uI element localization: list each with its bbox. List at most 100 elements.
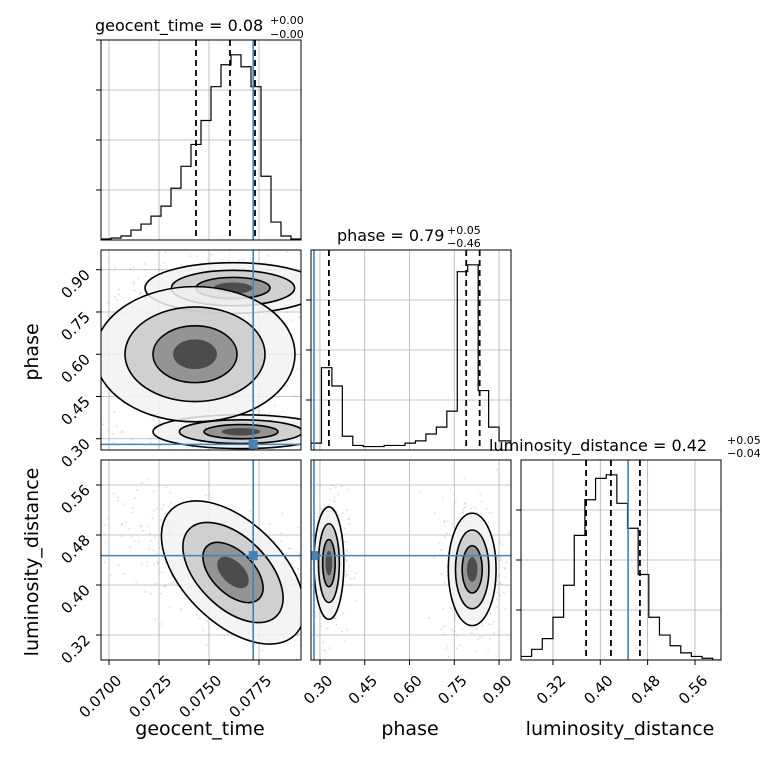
scatter-point	[184, 597, 186, 600]
scatter-point	[131, 511, 134, 514]
scatter-point	[474, 628, 477, 631]
scatter-point	[208, 493, 211, 495]
scatter-point	[463, 503, 466, 505]
scatter-point	[113, 411, 116, 413]
scatter-point	[454, 618, 456, 621]
scatter-point	[297, 551, 299, 553]
scatter-point	[286, 311, 288, 314]
scatter-point	[171, 576, 173, 579]
scatter-point	[333, 496, 336, 499]
scatter-point	[503, 567, 506, 570]
contour-phase_vs_geocent_time-1-1	[178, 419, 301, 445]
density-luminosity_distance_vs_phase-0-3	[325, 550, 333, 576]
scatter-point	[341, 630, 343, 633]
scatter-point	[186, 447, 189, 449]
scatter-point	[142, 529, 145, 532]
scatter-point	[487, 623, 490, 626]
scatter-point	[280, 532, 282, 535]
scatter-point	[162, 585, 165, 588]
scatter-point	[293, 395, 296, 398]
scatter-point	[281, 512, 284, 515]
scatter-point	[152, 563, 155, 566]
scatter-point	[297, 556, 300, 558]
scatter-point	[456, 634, 459, 637]
scatter-point	[500, 583, 503, 586]
scatter-point	[115, 298, 118, 301]
scatter-point	[481, 636, 483, 639]
scatter-point	[444, 624, 447, 627]
scatter-point	[154, 582, 157, 585]
scatter-point	[132, 282, 135, 285]
scatter-point	[159, 546, 161, 548]
scatter-point	[158, 542, 160, 545]
scatter-point	[114, 266, 116, 269]
scatter-point	[205, 494, 207, 497]
scatter-point	[340, 485, 343, 488]
scatter-point	[463, 477, 466, 480]
scatter-point	[323, 504, 326, 507]
scatter-point	[441, 496, 444, 499]
scatter-point	[492, 620, 495, 623]
scatter-point	[498, 630, 501, 633]
scatter-point	[119, 431, 122, 434]
scatter-point	[170, 582, 173, 585]
scatter-point	[131, 507, 134, 509]
scatter-point	[341, 515, 343, 518]
scatter-point	[316, 515, 319, 518]
scatter-point	[502, 591, 505, 594]
scatter-point	[443, 521, 446, 524]
scatter-point	[288, 547, 290, 550]
hist-phase	[311, 264, 511, 450]
scatter-point	[427, 617, 430, 619]
contour-luminosity_distance_vs_geocent_time-0-2	[202, 541, 264, 604]
pair-panel-phase_vs_geocent_time	[100, 249, 302, 451]
scatter-point	[289, 547, 292, 550]
ylabel-phase: phase	[21, 323, 43, 380]
diag-inner-geocent_time	[101, 40, 301, 240]
scatter-point	[346, 540, 349, 543]
scatter-point	[333, 506, 336, 509]
ylabel-luminosity-distance: luminosity_distance	[21, 468, 43, 657]
scatter-point	[342, 612, 345, 615]
scatter-point	[290, 319, 293, 322]
scatter-point	[463, 507, 465, 509]
scatter-point	[164, 512, 167, 515]
scatter-point	[332, 484, 334, 487]
scatter-point	[337, 493, 340, 496]
scatter-point	[158, 445, 161, 448]
panel-frame-luminosity_distance_vs_geocent_time	[100, 459, 302, 661]
scatter-point	[147, 525, 150, 528]
scatter-point	[341, 512, 344, 515]
scatter-point	[140, 563, 143, 566]
scatter-point	[498, 575, 501, 578]
scatter-point	[333, 500, 336, 502]
scatter-point	[508, 531, 511, 534]
scatter-point	[345, 558, 347, 561]
scatter-point	[131, 438, 134, 441]
scatter-point	[138, 540, 140, 543]
scatter-point	[162, 503, 165, 506]
scatter-point	[154, 535, 157, 538]
scatter-point	[348, 523, 351, 525]
scatter-point	[109, 574, 112, 577]
scatter-point	[164, 585, 166, 588]
scatter-point	[172, 581, 175, 584]
scatter-point	[444, 648, 447, 651]
scatter-point	[329, 499, 332, 501]
scatter-point	[495, 598, 498, 601]
scatter-point	[107, 301, 110, 303]
scatter-point	[333, 501, 336, 503]
density-phase_vs_geocent_time-2-3	[173, 339, 217, 370]
scatter-point	[103, 524, 106, 527]
scatter-point	[145, 565, 148, 567]
scatter-point	[150, 539, 152, 542]
scatter-point	[473, 506, 475, 508]
scatter-point	[169, 491, 172, 494]
scatter-point	[124, 521, 127, 524]
scatter-point	[103, 532, 106, 535]
scatter-point	[296, 368, 299, 370]
scatter-point	[504, 607, 506, 610]
scatter-point	[470, 632, 473, 635]
contour-luminosity_distance_vs_phase-1-1	[454, 529, 490, 610]
scatter-point	[447, 655, 450, 658]
